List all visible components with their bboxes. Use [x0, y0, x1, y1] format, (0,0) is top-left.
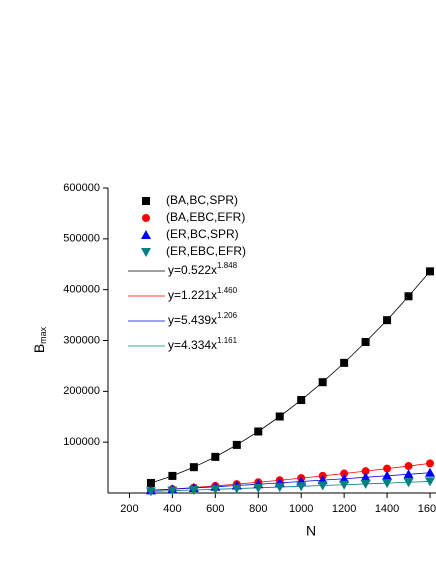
data-point	[339, 480, 350, 490]
legend-label-exp: 1.848	[217, 261, 238, 270]
data-point	[318, 378, 327, 387]
data-point	[274, 483, 285, 493]
data-point	[340, 469, 349, 478]
legend-marker	[141, 230, 151, 239]
x-tick-label: 1000	[289, 503, 313, 515]
data-point	[297, 396, 306, 405]
data-point	[339, 473, 350, 483]
x-tick-label: 600	[206, 503, 224, 515]
data-point	[403, 469, 414, 479]
y-tick-label: 600000	[63, 182, 100, 194]
legend-label-exp: 1.206	[217, 311, 238, 320]
legend-label-exp: 1.460	[217, 286, 238, 295]
data-point	[275, 412, 284, 421]
x-tick-label: 1200	[332, 503, 356, 515]
y-axis-title: Bmax	[31, 326, 49, 353]
y-axis-title-sub: max	[38, 326, 48, 344]
y-tick-label: 500000	[63, 233, 100, 245]
legend-label: (BA,EBC,EFR)	[166, 210, 245, 224]
legend-marker	[141, 248, 151, 257]
data-point	[360, 479, 371, 489]
data-point	[361, 338, 370, 347]
data-point	[210, 485, 221, 495]
data-point	[254, 427, 263, 436]
data-point	[340, 358, 349, 367]
data-point	[317, 481, 328, 491]
legend-label-main: y=4.334x	[168, 338, 217, 352]
legend-label: y=5.439x1.206	[168, 311, 238, 327]
data-point	[189, 463, 198, 472]
x-axis-title: N	[306, 523, 316, 539]
legend-label: (BA,BC,SPR)	[166, 193, 238, 207]
data-point	[426, 459, 434, 468]
legend-label: y=1.221x1.460	[168, 286, 238, 302]
legend-label-main: y=5.439x	[168, 313, 217, 327]
data-point	[360, 472, 371, 482]
data-point	[232, 440, 241, 449]
x-tick-label: 800	[249, 503, 267, 515]
legend-label: y=0.522x1.848	[168, 261, 238, 277]
y-tick-label: 100000	[63, 436, 100, 448]
legend-label-main: y=1.221x	[168, 288, 217, 302]
legend-marker	[142, 214, 150, 222]
data-point	[426, 267, 434, 276]
legend-label-exp: 1.161	[217, 336, 238, 345]
data-point	[425, 467, 435, 477]
data-point	[383, 464, 392, 473]
data-point	[167, 486, 178, 496]
data-point	[231, 484, 242, 494]
data-point	[361, 467, 370, 476]
data-point	[383, 316, 392, 325]
x-tick-label: 400	[163, 503, 181, 515]
fit-line	[150, 271, 431, 484]
data-point	[404, 292, 413, 301]
y-axis-title-main: B	[31, 344, 47, 353]
x-tick-label: 1400	[375, 503, 399, 515]
data-point	[425, 477, 435, 487]
legend-label: y=4.334x1.161	[168, 336, 238, 352]
data-point	[168, 471, 177, 480]
data-point	[403, 478, 414, 488]
data-point	[146, 478, 155, 487]
data-point	[188, 486, 199, 496]
legend-label: (ER,EBC,EFR)	[166, 244, 246, 258]
data-point	[382, 479, 393, 489]
y-tick-label: 400000	[63, 284, 100, 296]
legend-label-main: y=0.522x	[168, 263, 217, 277]
x-tick-label: 200	[120, 503, 138, 515]
legend-label: (ER,BC,SPR)	[166, 227, 239, 241]
data-point	[296, 482, 307, 492]
data-point	[382, 470, 393, 480]
legend-marker	[142, 197, 150, 205]
y-tick-label: 300000	[63, 334, 100, 346]
data-point	[211, 452, 220, 461]
data-point	[145, 487, 156, 497]
y-tick-label: 200000	[63, 385, 100, 397]
data-point	[253, 483, 264, 493]
data-point	[404, 462, 413, 471]
x-tick-label: 1600	[418, 503, 436, 515]
